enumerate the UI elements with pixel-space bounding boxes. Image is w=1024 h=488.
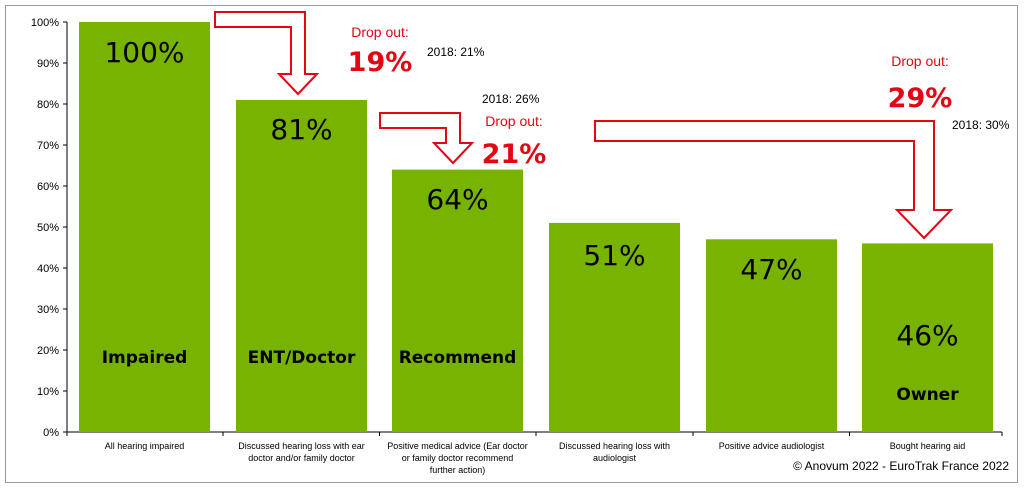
drop-out-value: 29%: [888, 83, 953, 114]
x-category-label: doctor and/or family doctor: [248, 453, 355, 463]
bars: 100% 81% 64% 51% 47% 46% Impaired ENT/Doctor Rec…: [79, 22, 993, 433]
bar-value-label: 100%: [104, 36, 184, 69]
bar-tag-label: Owner: [896, 385, 959, 405]
y-tick-label: 40%: [37, 263, 59, 275]
previous-year-drop-out: 2018: 21%: [427, 45, 485, 59]
y-tick-label: 90%: [37, 58, 59, 70]
y-tick-label: 60%: [37, 181, 59, 193]
y-tick-label: 70%: [37, 140, 59, 152]
bar-tag-label: Recommend: [399, 348, 517, 368]
drop-out-label: Drop out:: [891, 53, 949, 69]
y-tick-label: 10%: [37, 386, 59, 398]
bar: [706, 239, 837, 432]
y-tick-label: 0%: [43, 427, 59, 439]
bar-tag-label: ENT/Doctor: [248, 348, 356, 368]
x-axis-category-labels: All hearing impaired Discussed hearing lo…: [105, 441, 966, 475]
drop-out-arrow: [379, 112, 475, 165]
y-tick-label: 30%: [37, 304, 59, 316]
y-tick-label: 100%: [31, 17, 59, 29]
bar: [392, 169, 523, 432]
bar: [549, 222, 680, 432]
bar-value-label: 46%: [896, 319, 958, 352]
bar: [236, 99, 367, 433]
bar-value-label: 47%: [740, 253, 802, 286]
y-axis: 0% 10% 20% 30% 40% 50% 60% 70% 80% 90% 100%: [31, 17, 1003, 439]
drop-out-label: Drop out:: [351, 24, 409, 40]
bar-value-label: 51%: [583, 239, 645, 272]
drop-out-arrows: [214, 11, 954, 240]
y-tick-label: 80%: [37, 99, 59, 111]
x-category-label: Discussed hearing loss with ear: [238, 441, 365, 451]
copyright-credit: © Anovum 2022 - EuroTrak France 2022: [793, 459, 1009, 473]
x-category-label: audiologist: [593, 453, 637, 463]
y-tick-label: 20%: [37, 345, 59, 357]
x-category-label: Positive advice audiologist: [719, 441, 825, 451]
x-category-label: further action): [430, 465, 486, 475]
bar: [79, 22, 210, 432]
drop-out-annotations: Drop out: 19% 2018: 21% Drop out: 21% 2018: 2…: [348, 24, 1010, 170]
x-category-label: All hearing impaired: [105, 441, 185, 451]
drop-out-label: Drop out:: [485, 113, 543, 129]
drop-out-arrow: [214, 11, 320, 96]
x-category-label: Discussed hearing loss with: [559, 441, 670, 451]
drop-out-arrow: [594, 120, 954, 240]
drop-out-value: 21%: [482, 139, 547, 170]
x-category-label: Positive medical advice (Ear doctor: [387, 441, 528, 451]
bar-tag-label: Impaired: [102, 348, 188, 368]
drop-out-value: 19%: [348, 47, 413, 78]
y-tick-label: 50%: [37, 222, 59, 234]
bar-value-label: 81%: [270, 113, 332, 146]
x-category-label: Bought hearing aid: [890, 441, 966, 451]
bar-value-label: 64%: [426, 183, 488, 216]
previous-year-drop-out: 2018: 30%: [952, 118, 1010, 132]
x-category-label: or family doctor recommend: [402, 453, 514, 463]
bar: [862, 243, 993, 432]
previous-year-drop-out: 2018: 26%: [482, 92, 540, 106]
